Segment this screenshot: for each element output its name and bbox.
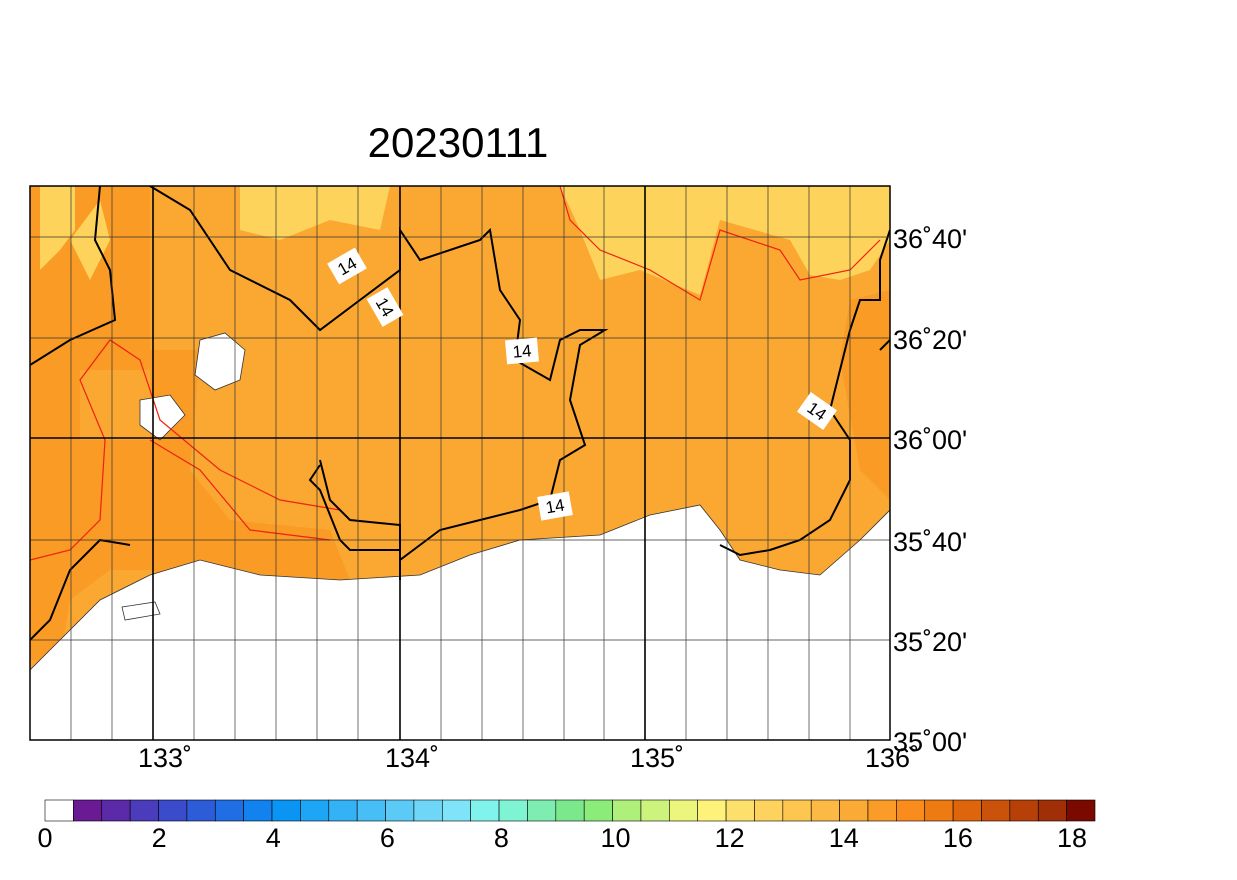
- colorbar-tick-label: 18: [1057, 823, 1087, 853]
- colorbar-tick-label: 8: [494, 823, 509, 853]
- contour-label-box: [537, 491, 573, 521]
- contour-label-text: 14: [512, 341, 533, 362]
- colorbar-tick-label: 10: [601, 823, 631, 853]
- colorbar-box: [697, 799, 727, 822]
- map-frame: [29, 185, 891, 741]
- major-grid: [30, 186, 890, 740]
- colorbar-box: [73, 799, 103, 822]
- colorbar-box: [101, 799, 131, 822]
- colorbar-box: [1009, 799, 1039, 822]
- contour-label: 14: [366, 287, 404, 327]
- colorbar-box: [555, 799, 585, 822]
- contour-label-box: [327, 247, 367, 285]
- colorbar-box: [271, 799, 301, 822]
- colorbar-box: [981, 799, 1011, 822]
- contour-label-box: [366, 287, 404, 327]
- colorbar-box: [669, 799, 699, 822]
- contour-14: [30, 186, 890, 641]
- colorbar-box: [527, 799, 557, 822]
- lat-label: 35˚00': [893, 727, 967, 757]
- lat-label: 35˚20': [893, 627, 967, 657]
- colorbar-box: [356, 799, 386, 822]
- colorbar-tick-label: 2: [152, 823, 167, 853]
- colorbar-box: [214, 799, 244, 822]
- colorbar-box: [896, 799, 926, 822]
- colorbar-box: [385, 799, 415, 822]
- colorbar-box: [924, 799, 954, 822]
- lat-label: 36˚40': [893, 224, 967, 254]
- colorbar-tick-label: 6: [380, 823, 395, 853]
- contour-label-box: [797, 391, 837, 431]
- colorbar-tick-label: 12: [715, 823, 745, 853]
- colorbar-box: [441, 799, 471, 822]
- cool-region: [560, 186, 890, 295]
- island: [139, 332, 246, 441]
- colorbar-box: [612, 799, 642, 822]
- colorbar-box: [583, 799, 613, 822]
- contour-label-text: 14: [544, 495, 566, 517]
- sea: [30, 504, 890, 740]
- colorbar-box: [158, 799, 188, 822]
- colorbar-box: [186, 799, 216, 822]
- colorbar-box: [839, 799, 869, 822]
- warm-region: [150, 350, 350, 590]
- colorbar-box: [243, 799, 273, 822]
- colorbar-box: [782, 799, 812, 822]
- colorbar-tick-label: 4: [266, 823, 281, 853]
- contour-13: [30, 186, 881, 561]
- colorbar-tick-label: 14: [829, 823, 859, 853]
- contour-label: 14: [505, 337, 539, 365]
- contour-label: 14: [537, 491, 573, 521]
- title: 20230111: [368, 119, 549, 166]
- minor-grid: [30, 186, 890, 740]
- island: [121, 601, 161, 621]
- map-area: [30, 186, 890, 740]
- contour-label-box: [505, 337, 539, 365]
- colorbar-box: [300, 799, 330, 822]
- lat-label: 35˚40': [893, 527, 967, 557]
- lon-label: 134˚: [385, 743, 439, 773]
- warm-region: [30, 186, 150, 660]
- lon-label: 135˚: [630, 743, 684, 773]
- lat-label: 36˚00': [893, 425, 967, 455]
- colorbar-box: [867, 799, 897, 822]
- colorbar-tick-label: 16: [943, 823, 973, 853]
- cool-region: [40, 186, 390, 280]
- colorbar-box: [810, 799, 840, 822]
- contour-label: 14: [797, 391, 837, 431]
- colorbar-box: [640, 799, 670, 822]
- colorbar-tick-label: 0: [37, 823, 52, 853]
- colorbar-box: [44, 799, 74, 822]
- lat-label: 36˚20': [893, 325, 967, 355]
- colorbar-box: [470, 799, 500, 822]
- colorbar-box: [725, 799, 755, 822]
- lon-label: 133˚: [138, 743, 192, 773]
- colorbar-box: [1066, 799, 1096, 822]
- colorbar-box: [413, 799, 443, 822]
- colorbar-box: [498, 799, 528, 822]
- colorbar-box: [754, 799, 784, 822]
- warm-region: [840, 290, 890, 500]
- colorbar-box: [129, 799, 159, 822]
- colorbar-box: [952, 799, 982, 822]
- lon-label: 136˚: [865, 743, 919, 773]
- colorbar-box: [328, 799, 358, 822]
- colorbar-box: [1037, 799, 1067, 822]
